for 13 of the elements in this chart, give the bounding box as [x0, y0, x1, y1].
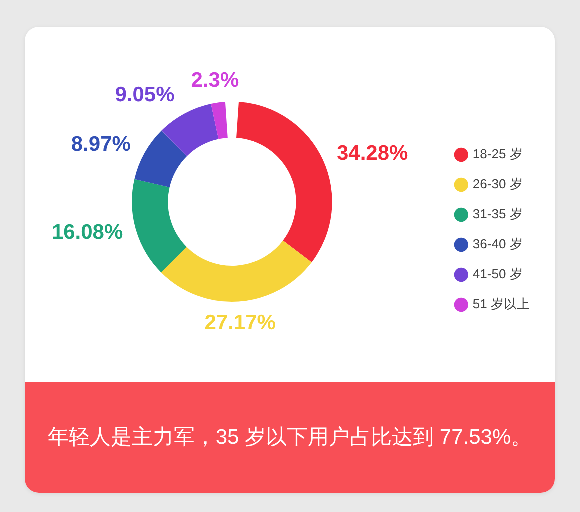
data-label: 9.05% — [115, 84, 176, 107]
legend-label: 41-50 岁 — [472, 266, 523, 282]
legend-label: 18-25 岁 — [472, 146, 523, 162]
legend-label: 36-40 岁 — [472, 236, 523, 252]
data-label: 2.3% — [191, 68, 240, 92]
text: 年轻人是主力军，35 岁以下用户占比达到 77.53%。 — [48, 424, 532, 450]
legend-label: 31-35 岁 — [472, 206, 523, 222]
data-label: 8.97% — [71, 133, 132, 156]
legend-label: 26-30 岁 — [472, 176, 523, 192]
data-label: 34.28% — [336, 142, 409, 166]
data-label: 27.17% — [204, 312, 276, 334]
legend-label: 51 岁以上 — [472, 296, 530, 312]
data-label: 16.08% — [52, 220, 124, 244]
